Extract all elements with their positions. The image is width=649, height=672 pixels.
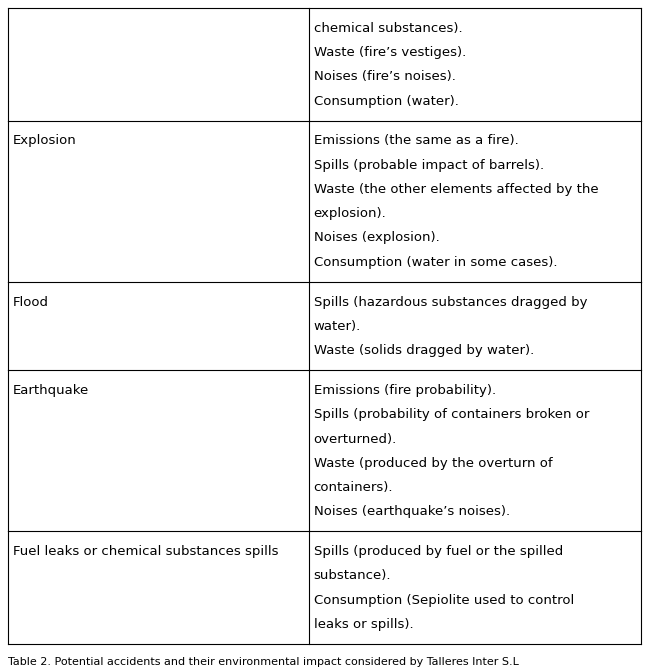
Text: Spills (probability of containers broken or: Spills (probability of containers broken… bbox=[313, 409, 589, 421]
Text: Emissions (fire probability).: Emissions (fire probability). bbox=[313, 384, 496, 397]
Text: Explosion: Explosion bbox=[13, 134, 77, 147]
Text: overturned).: overturned). bbox=[313, 433, 397, 446]
Text: Spills (hazardous substances dragged by: Spills (hazardous substances dragged by bbox=[313, 296, 587, 308]
Text: Waste (fire’s vestiges).: Waste (fire’s vestiges). bbox=[313, 46, 466, 59]
Text: leaks or spills).: leaks or spills). bbox=[313, 618, 413, 631]
Text: Table 2. Potential accidents and their environmental impact considered by Taller: Table 2. Potential accidents and their e… bbox=[8, 657, 519, 667]
Text: Fuel leaks or chemical substances spills: Fuel leaks or chemical substances spills bbox=[13, 545, 278, 558]
Text: explosion).: explosion). bbox=[313, 207, 386, 220]
Text: Earthquake: Earthquake bbox=[13, 384, 90, 397]
Text: Consumption (Sepiolite used to control: Consumption (Sepiolite used to control bbox=[313, 593, 574, 607]
Text: Waste (produced by the overturn of: Waste (produced by the overturn of bbox=[313, 457, 552, 470]
Text: Consumption (water).: Consumption (water). bbox=[313, 95, 459, 108]
Text: Noises (explosion).: Noises (explosion). bbox=[313, 231, 439, 245]
Text: Spills (produced by fuel or the spilled: Spills (produced by fuel or the spilled bbox=[313, 545, 563, 558]
Text: Waste (the other elements affected by the: Waste (the other elements affected by th… bbox=[313, 183, 598, 196]
Text: substance).: substance). bbox=[313, 569, 391, 583]
Text: Noises (earthquake’s noises).: Noises (earthquake’s noises). bbox=[313, 505, 510, 518]
Text: Consumption (water in some cases).: Consumption (water in some cases). bbox=[313, 256, 557, 269]
Text: containers).: containers). bbox=[313, 481, 393, 494]
Text: chemical substances).: chemical substances). bbox=[313, 22, 462, 35]
Text: Noises (fire’s noises).: Noises (fire’s noises). bbox=[313, 71, 456, 83]
Text: Emissions (the same as a fire).: Emissions (the same as a fire). bbox=[313, 134, 519, 147]
Text: Spills (probable impact of barrels).: Spills (probable impact of barrels). bbox=[313, 159, 544, 172]
Text: water).: water). bbox=[313, 320, 361, 333]
Text: Flood: Flood bbox=[13, 296, 49, 308]
Text: Waste (solids dragged by water).: Waste (solids dragged by water). bbox=[313, 344, 534, 357]
